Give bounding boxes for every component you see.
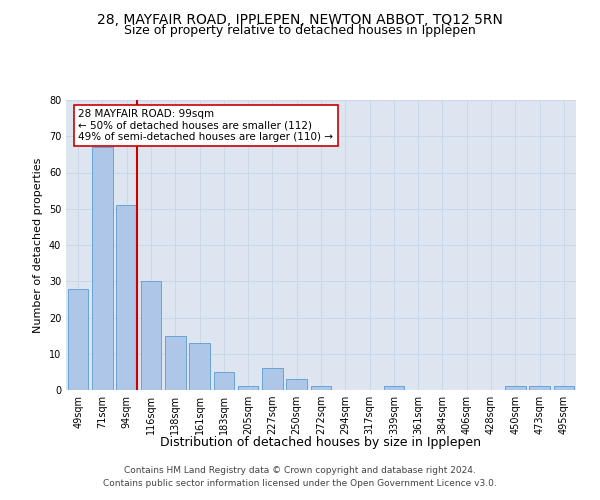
Bar bbox=[68, 288, 88, 390]
Bar bbox=[116, 205, 137, 390]
Bar bbox=[529, 386, 550, 390]
Text: Contains HM Land Registry data © Crown copyright and database right 2024.
Contai: Contains HM Land Registry data © Crown c… bbox=[103, 466, 497, 487]
Bar bbox=[92, 147, 113, 390]
Bar bbox=[311, 386, 331, 390]
Text: Distribution of detached houses by size in Ipplepen: Distribution of detached houses by size … bbox=[161, 436, 482, 449]
Text: 28 MAYFAIR ROAD: 99sqm
← 50% of detached houses are smaller (112)
49% of semi-de: 28 MAYFAIR ROAD: 99sqm ← 50% of detached… bbox=[79, 109, 334, 142]
Bar bbox=[286, 379, 307, 390]
Bar bbox=[214, 372, 234, 390]
Bar bbox=[189, 343, 210, 390]
Text: 28, MAYFAIR ROAD, IPPLEPEN, NEWTON ABBOT, TQ12 5RN: 28, MAYFAIR ROAD, IPPLEPEN, NEWTON ABBOT… bbox=[97, 12, 503, 26]
Bar bbox=[554, 386, 574, 390]
Bar bbox=[165, 336, 185, 390]
Bar bbox=[505, 386, 526, 390]
Y-axis label: Number of detached properties: Number of detached properties bbox=[33, 158, 43, 332]
Bar bbox=[140, 281, 161, 390]
Bar bbox=[383, 386, 404, 390]
Bar bbox=[262, 368, 283, 390]
Bar bbox=[238, 386, 259, 390]
Text: Size of property relative to detached houses in Ipplepen: Size of property relative to detached ho… bbox=[124, 24, 476, 37]
